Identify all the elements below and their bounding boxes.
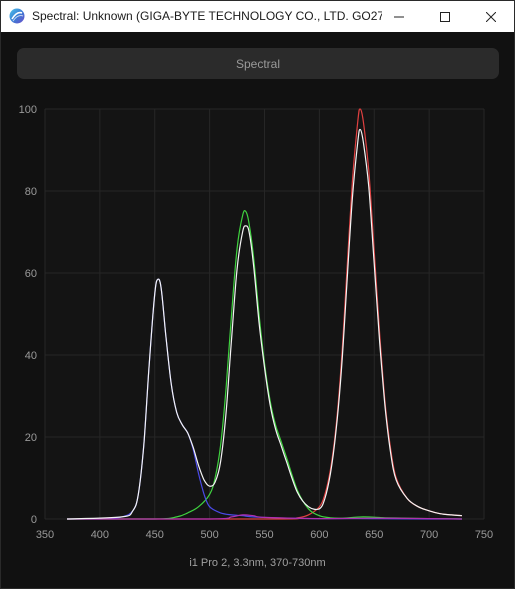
content-area: Spectral 350 400 450 500 550 600 650 700 750 0 20 4… bbox=[1, 32, 514, 588]
instrument-info: i1 Pro 2, 3.3nm, 370-730nm bbox=[189, 557, 326, 569]
window-title: Spectral: Unknown (GIGA-BYTE TECHNOLOGY … bbox=[32, 9, 382, 23]
x-tick-label: 750 bbox=[475, 529, 493, 541]
app-logo-icon bbox=[9, 8, 25, 24]
close-icon bbox=[486, 11, 496, 22]
x-tick-label: 550 bbox=[255, 529, 273, 541]
y-tick-label: 20 bbox=[25, 432, 37, 444]
minimize-icon bbox=[394, 16, 404, 17]
x-tick-label: 650 bbox=[365, 529, 383, 541]
close-button[interactable] bbox=[468, 1, 514, 32]
x-tick-label: 700 bbox=[420, 529, 438, 541]
x-tick-label: 600 bbox=[310, 529, 328, 541]
y-tick-label: 0 bbox=[31, 514, 37, 526]
x-tick-label: 400 bbox=[91, 529, 109, 541]
y-tick-label: 80 bbox=[25, 186, 37, 198]
dropdown-label: Spectral bbox=[235, 56, 281, 71]
title-bar[interactable]: Spectral: Unknown (GIGA-BYTE TECHNOLOGY … bbox=[1, 1, 514, 32]
magenta-spectrum-line bbox=[66, 514, 463, 520]
spectral-dropdown[interactable]: Spectral bbox=[17, 48, 499, 79]
maximize-button[interactable] bbox=[422, 1, 468, 32]
minimize-button[interactable] bbox=[376, 1, 422, 32]
x-tick-label: 500 bbox=[200, 529, 218, 541]
maximize-icon bbox=[440, 11, 450, 22]
y-tick-label: 60 bbox=[25, 268, 37, 280]
x-tick-label: 350 bbox=[36, 529, 54, 541]
spectral-chart: 350 400 450 500 550 600 650 700 750 0 20 40 60 80 100 bbox=[19, 104, 494, 541]
white-spectrum-line bbox=[66, 128, 463, 520]
y-tick-label: 40 bbox=[25, 350, 37, 362]
y-tick-label: 100 bbox=[19, 104, 37, 116]
x-tick-label: 450 bbox=[146, 529, 164, 541]
